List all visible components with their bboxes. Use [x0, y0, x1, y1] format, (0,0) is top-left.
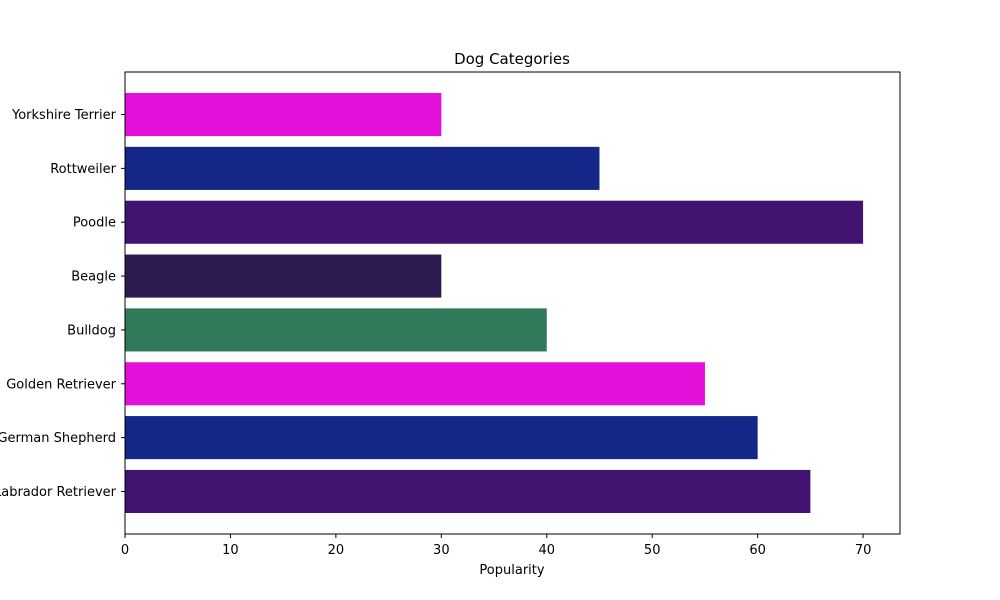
- bar-yorkshire-terrier: [125, 93, 442, 137]
- x-axis: 0 10 20 30 40 50 60 70: [121, 534, 872, 558]
- bar-golden-retriever: [125, 362, 705, 406]
- x-tick-label: 0: [121, 543, 129, 558]
- x-axis-label: Popularity: [479, 563, 544, 578]
- x-tick-label: 60: [749, 543, 766, 558]
- chart-title: Dog Categories: [454, 50, 570, 68]
- y-axis: Labrador Retriever German Shepherd Golden …: [0, 108, 125, 500]
- x-tick-label: 30: [433, 543, 450, 558]
- x-tick-label: 20: [328, 543, 345, 558]
- x-tick-label: 70: [855, 543, 872, 558]
- bar-poodle: [125, 200, 864, 244]
- y-tick-label: Yorkshire Terrier: [11, 108, 117, 123]
- y-tick-label: Beagle: [71, 270, 116, 285]
- bar-labrador-retriever: [125, 469, 811, 513]
- bar-beagle: [125, 254, 442, 298]
- y-tick-label: Rottweiler: [50, 162, 116, 177]
- x-tick-label: 40: [538, 543, 555, 558]
- y-tick-label: Labrador Retriever: [0, 485, 117, 500]
- plot-frame: [124, 71, 901, 535]
- bars: [125, 93, 864, 513]
- x-tick-label: 10: [222, 543, 239, 558]
- y-tick-label: Poodle: [73, 216, 116, 231]
- bar-rottweiler: [125, 146, 600, 190]
- y-tick-label: German Shepherd: [0, 431, 116, 446]
- bar-bulldog: [125, 308, 547, 352]
- y-tick-label: Golden Retriever: [6, 377, 116, 392]
- bar-german-shepherd: [125, 416, 758, 460]
- x-tick-label: 50: [644, 543, 661, 558]
- y-tick-label: Bulldog: [67, 323, 116, 338]
